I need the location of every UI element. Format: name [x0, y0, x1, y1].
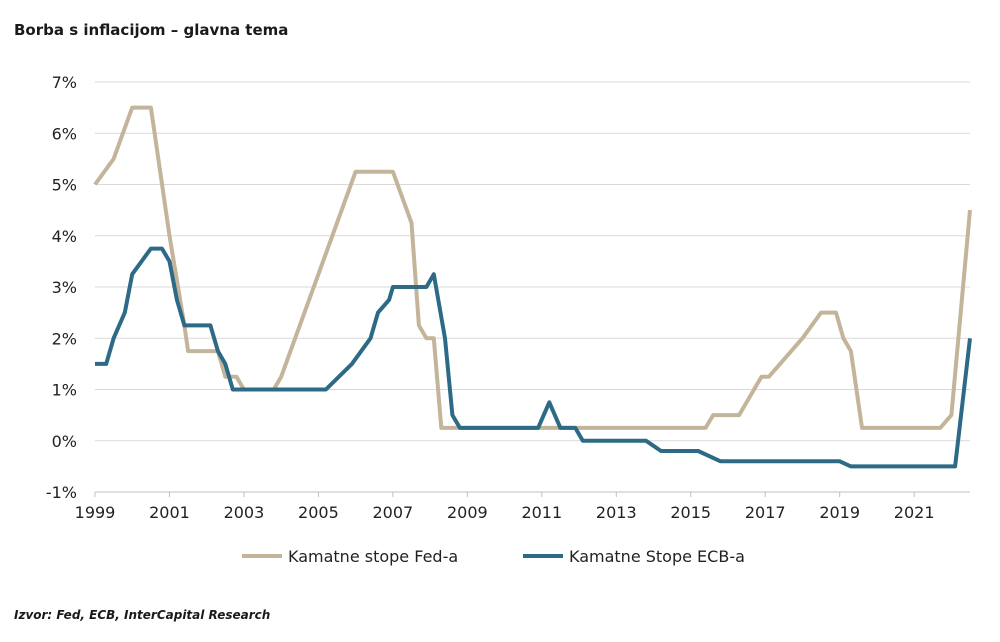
series-lines — [93, 105, 972, 469]
y-tick-label: -1% — [46, 483, 77, 502]
x-tick-label: 2021 — [894, 503, 935, 522]
y-tick-label: 7% — [52, 73, 77, 92]
x-tick-label: 2001 — [149, 503, 190, 522]
x-tick-label: 2015 — [670, 503, 711, 522]
x-tick-label: 2009 — [447, 503, 488, 522]
y-tick-label: 5% — [52, 176, 77, 195]
legend-label-fed: Kamatne stope Fed-a — [288, 547, 458, 566]
x-tick-label: 2017 — [745, 503, 786, 522]
x-tick-label: 2003 — [224, 503, 265, 522]
x-tick-label: 2005 — [298, 503, 339, 522]
x-tick-label: 2007 — [373, 503, 414, 522]
y-tick-label: 0% — [52, 432, 77, 451]
y-tick-label: 3% — [52, 278, 77, 297]
x-tick-label: 2013 — [596, 503, 637, 522]
legend: Kamatne stope Fed-a Kamatne Stope ECB-a — [242, 547, 745, 566]
x-axis: 1999 2001 2003 2005 2007 2009 2011 2013 2015 2017… — [75, 491, 970, 522]
x-tick-label: 1999 — [75, 503, 116, 522]
gridlines — [95, 81, 970, 493]
source-note: Izvor: Fed, ECB, InterCapital Research — [14, 608, 271, 622]
y-tick-label: 4% — [52, 227, 77, 246]
y-tick-label: 2% — [52, 329, 77, 348]
x-tick-label: 2019 — [819, 503, 860, 522]
y-tick-label: 1% — [52, 381, 77, 400]
legend-label-ecb: Kamatne Stope ECB-a — [569, 547, 745, 566]
y-tick-label: 6% — [52, 124, 77, 143]
series-line-fed — [93, 105, 972, 430]
chart-title: Borba s inflacijom – glavna tema — [14, 21, 289, 39]
y-axis-ticks: -1% 0% 1% 2% 3% 4% 5% 6% 7% — [46, 73, 77, 502]
series-line-ecb — [95, 246, 972, 469]
x-tick-label: 2011 — [521, 503, 562, 522]
